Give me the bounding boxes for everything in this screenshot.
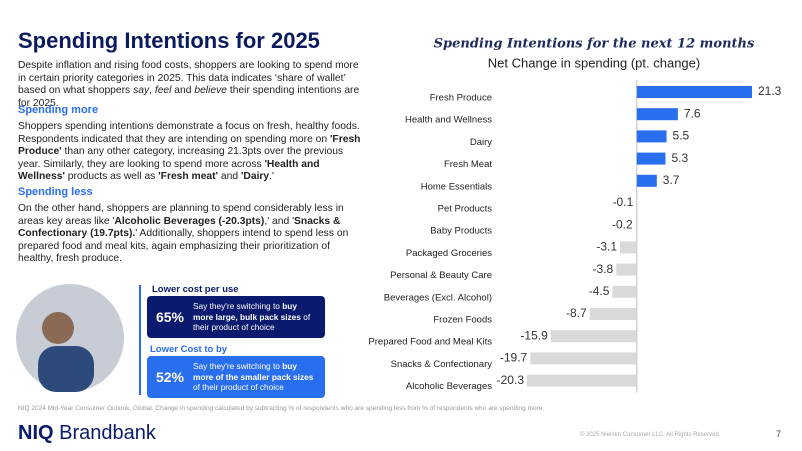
bar xyxy=(550,330,637,343)
bar xyxy=(530,352,637,365)
value-label: -0.2 xyxy=(612,217,633,231)
callout-box: 52% Say they're switching to buy more of… xyxy=(147,356,325,398)
footnote: NIQ 2024 Mid-Year Consumer Outlook, Glob… xyxy=(18,405,545,412)
text: than any other category, increasing 21.3… xyxy=(18,146,344,170)
text: On the other hand, shoppers are planning… xyxy=(18,203,344,227)
text: Despite inflation and rising food costs,… xyxy=(18,60,359,97)
category-label: Health and Wellness xyxy=(405,115,492,126)
paragraph: Shoppers spending intentions demonstrate… xyxy=(18,121,368,184)
bar xyxy=(589,308,637,320)
chart-title: Spending Intentions for the next 12 mont… xyxy=(434,37,755,52)
text: .' xyxy=(269,171,274,183)
text: of their product of choice xyxy=(193,311,311,333)
text: Snacks & Confectionary (19.7pts). xyxy=(18,215,341,240)
bar xyxy=(636,108,678,121)
value-label: -0.1 xyxy=(613,195,634,209)
value-label: -8.7 xyxy=(566,306,587,320)
text: 'Dairy xyxy=(240,171,270,183)
category-label: Home Essentials xyxy=(421,181,493,192)
text: Say they're switching to xyxy=(193,301,283,312)
text: 'Health and Wellness' xyxy=(18,158,320,183)
callout-heading: Lower cost per use xyxy=(152,284,239,295)
value-label: -4.5 xyxy=(589,284,610,298)
logo-brand: NIQ xyxy=(18,422,54,444)
bar xyxy=(636,152,666,165)
category-label: Snacks & Confectionary xyxy=(391,359,493,370)
text: Say they're switching to xyxy=(193,361,283,372)
text: 'Fresh Produce' xyxy=(18,133,361,158)
callout-box: 65% Say they're switching to buy more la… xyxy=(147,296,325,338)
category-label: Dairy xyxy=(470,137,492,148)
text: and xyxy=(171,85,195,97)
category-label: Fresh Meat xyxy=(444,159,492,170)
slide-title: Spending Intentions for 2025 xyxy=(18,28,320,53)
copyright: © 2025 Nielsen Consumer LLC. All Rights … xyxy=(580,432,721,438)
text: believe xyxy=(194,85,227,97)
category-label: Pet Products xyxy=(438,204,493,215)
value-label: -3.1 xyxy=(596,240,617,254)
bar xyxy=(636,86,752,98)
text: , xyxy=(149,85,155,97)
category-label: Beverages (Excl. Alcohol) xyxy=(384,292,492,303)
value-label: -20.3 xyxy=(497,373,525,387)
value-label: -19.7 xyxy=(500,351,528,365)
category-label: Baby Products xyxy=(430,226,492,237)
text: Alcoholic Beverages (-20.3pts) xyxy=(114,215,265,227)
paragraph: On the other hand, shoppers are planning… xyxy=(18,203,368,266)
text: buy more of the smaller pack sizes xyxy=(193,361,314,382)
text: feel xyxy=(154,85,172,97)
text: their spending intentions are for 2025. xyxy=(18,85,360,109)
logo: NIQ Brandbank xyxy=(18,422,156,445)
text: of their product of choice xyxy=(193,382,284,393)
text: ,' and ' xyxy=(264,215,295,227)
photo-shape xyxy=(38,346,94,392)
heading: Spending more xyxy=(18,104,99,116)
callout-text: Say they're switching to buy more of the… xyxy=(193,361,319,393)
category-label: Packaged Groceries xyxy=(406,248,492,259)
chart-subtitle: Net Change in spending (pt. change) xyxy=(488,55,700,70)
text: say xyxy=(133,85,150,97)
bar xyxy=(636,130,667,143)
value-label: 3.7 xyxy=(663,173,680,187)
bar xyxy=(527,374,637,387)
bar xyxy=(636,197,637,209)
photo-placeholder xyxy=(16,284,124,392)
bar xyxy=(616,263,637,276)
callout-text: Say they're switching to buy more large,… xyxy=(193,301,319,333)
category-label: Prepared Food and Meal Kits xyxy=(368,337,492,348)
text: and xyxy=(218,171,241,183)
intro: Despite inflation and rising food costs,… xyxy=(18,60,368,110)
value-label: 7.6 xyxy=(684,106,701,120)
bar xyxy=(620,241,637,254)
value-label: -15.9 xyxy=(520,328,548,342)
text: Shoppers spending intentions demonstrate… xyxy=(18,121,360,145)
category-label: Personal & Beauty Care xyxy=(390,270,492,281)
callout-percent: 52% xyxy=(155,369,185,385)
category-label: Alcoholic Beverages xyxy=(406,381,492,392)
value-label: 5.3 xyxy=(671,151,688,165)
page-number: 7 xyxy=(776,429,782,439)
bar xyxy=(636,174,657,187)
heading: Spending less xyxy=(18,186,93,198)
value-label: 21.3 xyxy=(758,84,782,98)
bar xyxy=(612,285,637,298)
logo-product: Brandbank xyxy=(59,422,156,444)
callout-heading: Lower Cost to by xyxy=(150,344,228,355)
category-label: Fresh Produce xyxy=(430,93,492,104)
value-label: 5.5 xyxy=(673,129,690,143)
category-label: Frozen Foods xyxy=(433,315,492,326)
photo-shape xyxy=(42,312,74,344)
text: buy more large, bulk pack sizes xyxy=(193,301,301,322)
bar xyxy=(635,219,637,232)
text: ' Additionally, shoppers intend to spend… xyxy=(18,228,349,265)
value-label: -3.8 xyxy=(593,262,614,276)
text: 'Fresh meat' xyxy=(158,171,219,183)
text: products as well as xyxy=(64,171,159,183)
callout-percent: 65% xyxy=(155,309,185,325)
connector xyxy=(139,285,141,395)
